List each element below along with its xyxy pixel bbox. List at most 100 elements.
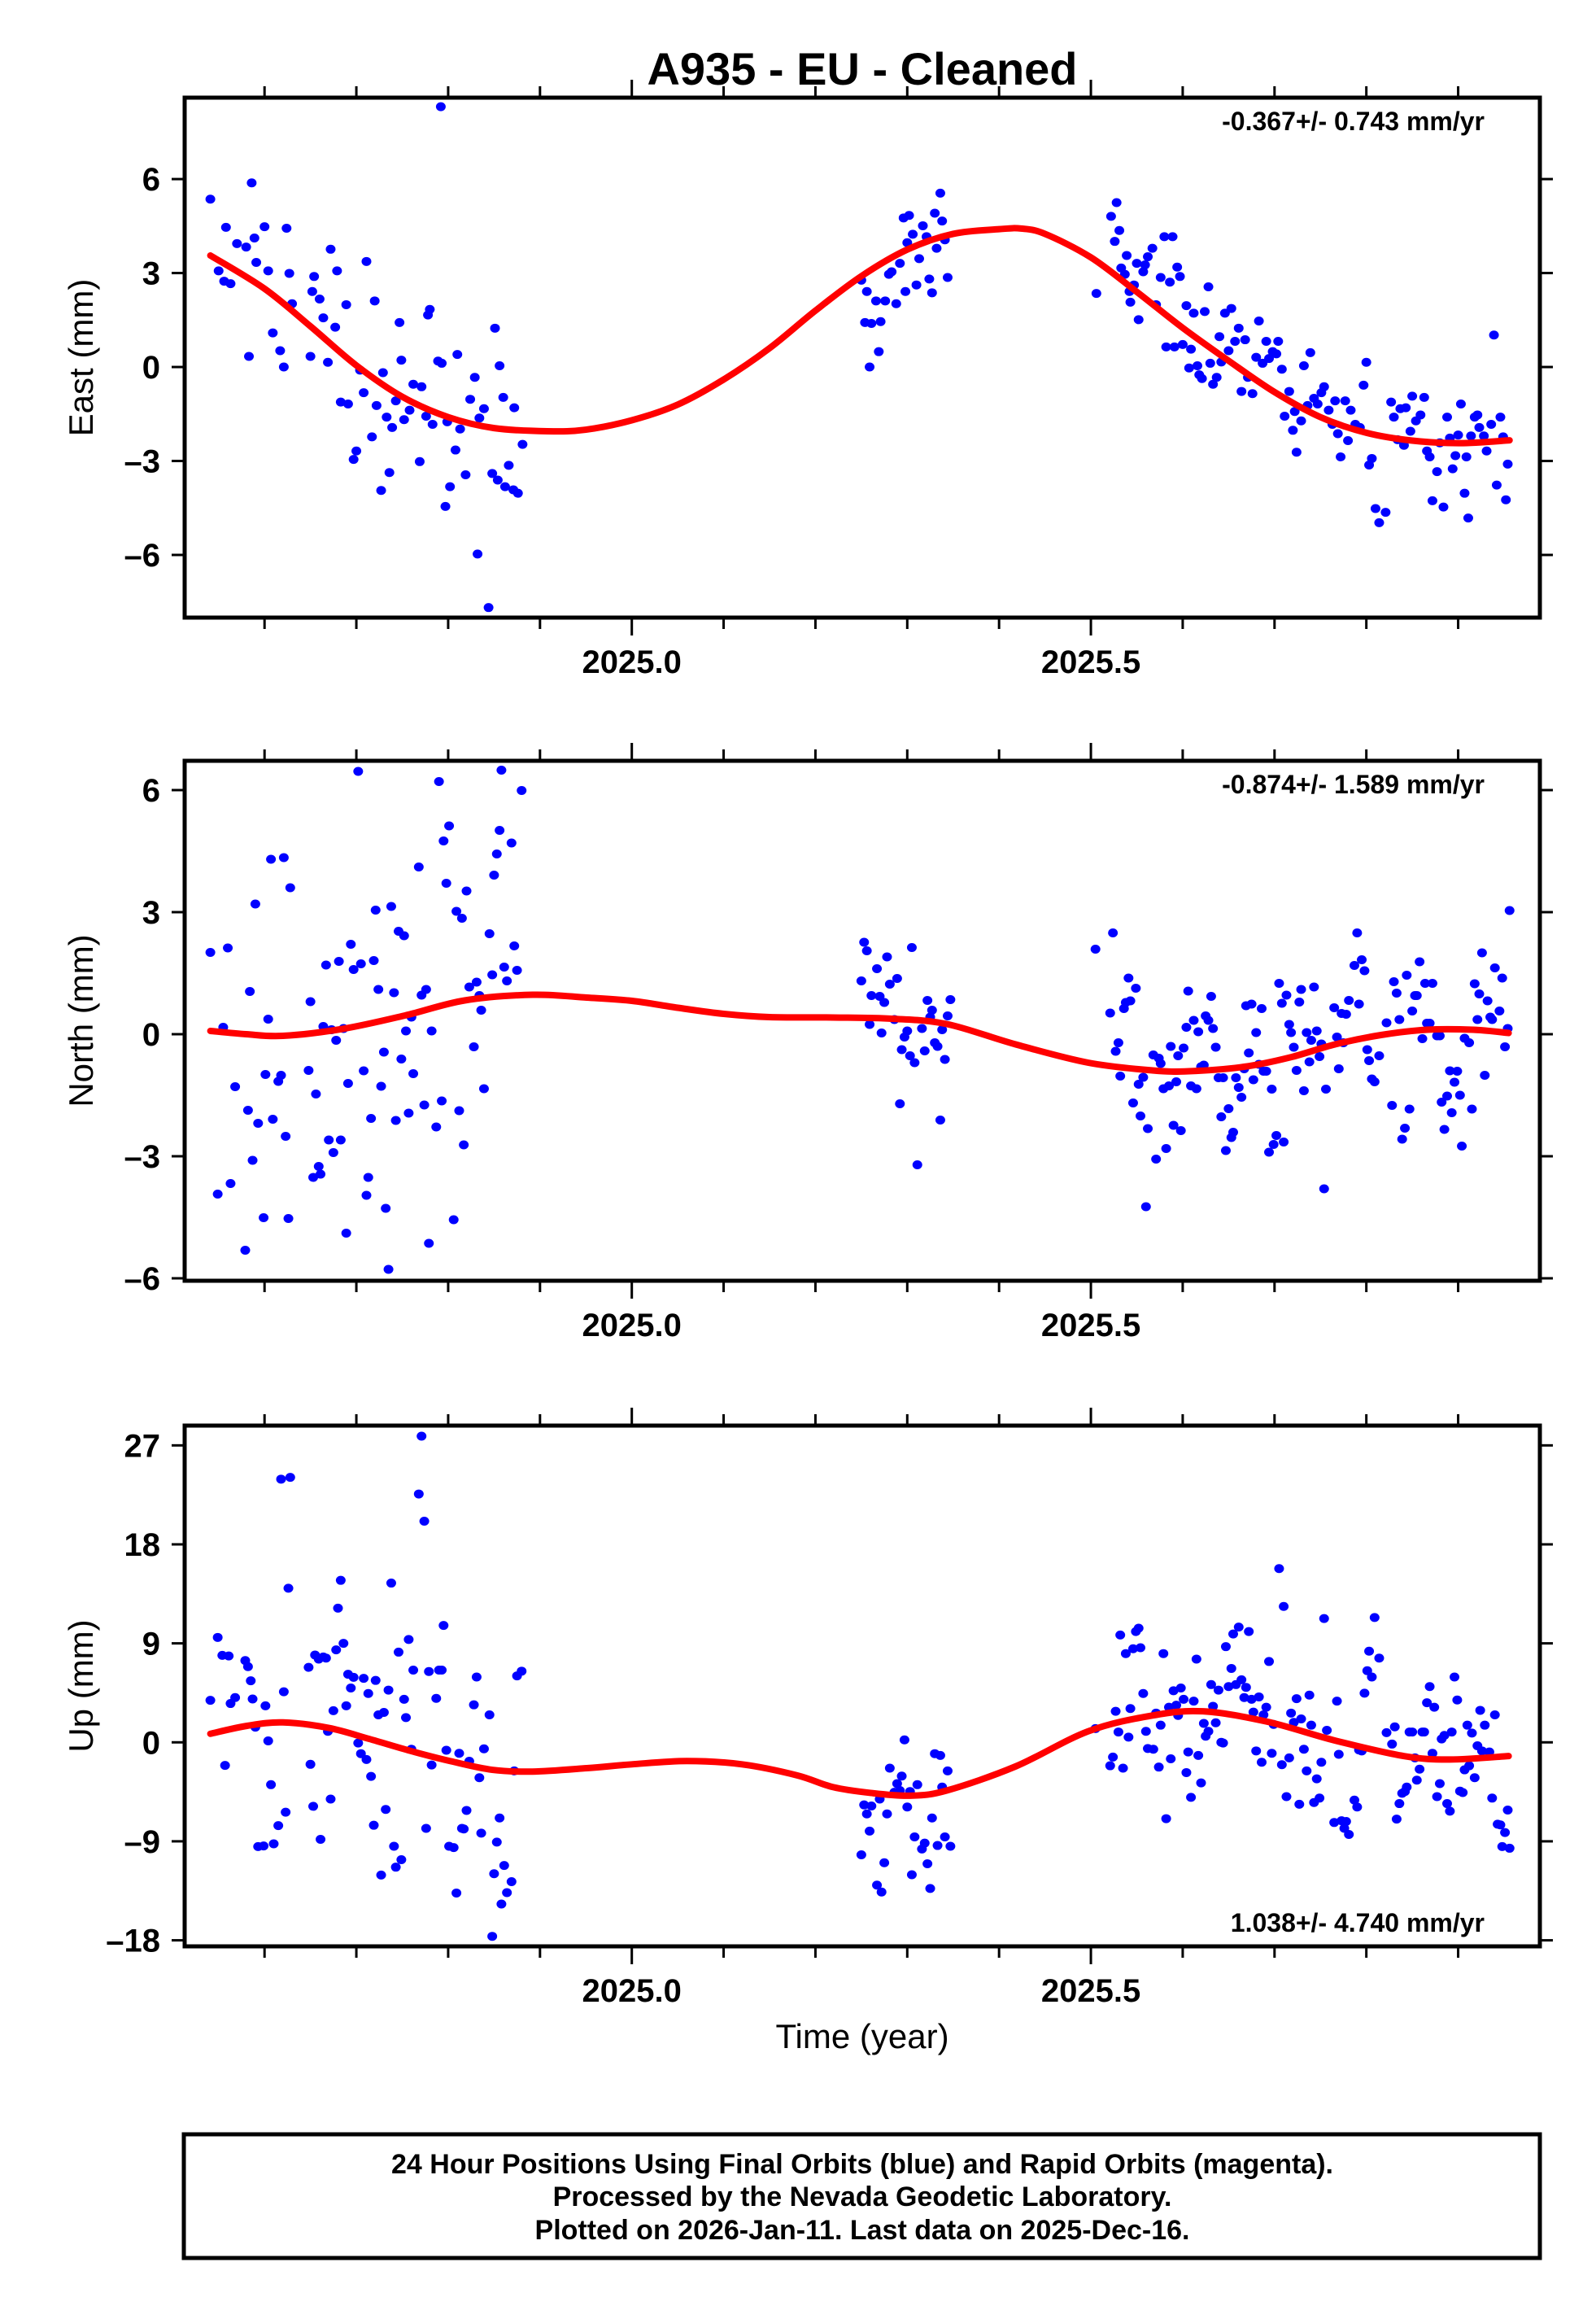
x-tick-label: 2025.5 bbox=[1041, 1308, 1140, 1343]
data-point bbox=[1131, 984, 1141, 993]
data-point bbox=[1256, 1758, 1267, 1767]
data-point bbox=[438, 836, 449, 845]
data-point bbox=[1138, 267, 1149, 277]
data-point bbox=[1330, 396, 1341, 406]
data-point bbox=[1489, 963, 1500, 972]
data-point bbox=[335, 397, 346, 407]
data-point bbox=[1122, 251, 1132, 260]
data-point bbox=[378, 1708, 389, 1718]
data-point bbox=[1386, 397, 1397, 407]
data-point bbox=[452, 350, 463, 360]
data-point bbox=[892, 1779, 902, 1788]
data-point bbox=[1113, 1038, 1123, 1047]
data-point bbox=[1271, 1131, 1282, 1140]
data-point bbox=[1296, 985, 1306, 994]
data-point bbox=[323, 357, 334, 367]
data-point bbox=[281, 1132, 291, 1141]
data-point bbox=[1405, 426, 1415, 436]
data-point bbox=[1244, 1627, 1254, 1636]
data-point bbox=[1230, 336, 1241, 346]
data-point bbox=[384, 468, 395, 478]
data-point bbox=[389, 988, 399, 998]
data-point bbox=[1467, 1728, 1477, 1738]
data-point bbox=[859, 937, 870, 947]
data-point bbox=[487, 469, 498, 478]
data-point bbox=[1411, 991, 1422, 1000]
data-point bbox=[386, 1579, 396, 1588]
data-point bbox=[363, 1173, 373, 1182]
data-point bbox=[1205, 358, 1215, 368]
data-point bbox=[1188, 308, 1199, 318]
data-point bbox=[1091, 289, 1101, 299]
data-point bbox=[1349, 961, 1359, 970]
data-point bbox=[421, 985, 431, 994]
data-point bbox=[1191, 1654, 1201, 1664]
data-point bbox=[1424, 1682, 1435, 1692]
data-point bbox=[341, 299, 351, 309]
data-point bbox=[1208, 1701, 1219, 1711]
data-point bbox=[1475, 1705, 1485, 1715]
data-point bbox=[911, 280, 922, 290]
data-point bbox=[1289, 407, 1300, 417]
data-point bbox=[285, 883, 295, 893]
data-point bbox=[1359, 966, 1370, 976]
data-point bbox=[1352, 1802, 1363, 1812]
data-point bbox=[387, 422, 398, 432]
data-point bbox=[1183, 986, 1193, 996]
data-points bbox=[205, 102, 1513, 613]
data-point bbox=[1316, 1758, 1327, 1767]
data-point bbox=[478, 404, 489, 413]
data-point bbox=[1332, 429, 1343, 439]
rate-label: 1.038+/- 4.740 mm/yr bbox=[1231, 1908, 1485, 1937]
data-point bbox=[1173, 1051, 1184, 1060]
data-point bbox=[935, 1116, 945, 1125]
x-tick-label: 2025.0 bbox=[582, 644, 682, 680]
data-point bbox=[212, 1190, 223, 1199]
data-point bbox=[1391, 989, 1402, 998]
data-point bbox=[281, 1807, 291, 1817]
data-point bbox=[1138, 1688, 1149, 1698]
data-point bbox=[874, 347, 884, 356]
data-point bbox=[348, 1672, 359, 1682]
data-point bbox=[284, 269, 294, 278]
data-point bbox=[908, 229, 918, 239]
data-point bbox=[338, 1639, 349, 1649]
data-point bbox=[1291, 448, 1302, 457]
data-point bbox=[1315, 1052, 1325, 1061]
data-point bbox=[328, 1148, 338, 1157]
data-point bbox=[459, 1824, 469, 1834]
data-point bbox=[331, 1036, 342, 1045]
data-point bbox=[917, 1024, 927, 1033]
data-point bbox=[416, 1431, 427, 1441]
data-point bbox=[460, 469, 471, 479]
data-point bbox=[251, 257, 262, 267]
data-point bbox=[396, 1055, 407, 1063]
data-point bbox=[909, 1058, 920, 1068]
data-point bbox=[1457, 1142, 1467, 1151]
data-point bbox=[1271, 349, 1282, 359]
data-point bbox=[1306, 1036, 1316, 1045]
data-point bbox=[940, 1832, 950, 1842]
data-point bbox=[437, 1096, 447, 1106]
data-point bbox=[1332, 1697, 1342, 1706]
data-point bbox=[478, 1084, 489, 1094]
data-point bbox=[461, 886, 472, 896]
data-point bbox=[353, 1738, 364, 1748]
data-point bbox=[408, 1069, 419, 1078]
data-point bbox=[1184, 363, 1194, 373]
data-point bbox=[1279, 1138, 1289, 1146]
y-tick-label: –6 bbox=[124, 538, 161, 574]
data-point bbox=[1280, 411, 1290, 421]
data-point bbox=[455, 424, 465, 434]
data-point bbox=[1472, 410, 1483, 420]
data-point bbox=[884, 1763, 895, 1773]
data-point bbox=[1179, 1043, 1189, 1053]
data-point bbox=[1357, 955, 1367, 964]
data-point bbox=[942, 1011, 953, 1020]
data-point bbox=[1247, 389, 1258, 399]
data-point bbox=[1367, 453, 1377, 463]
data-point bbox=[1476, 948, 1487, 958]
data-point bbox=[459, 1140, 469, 1150]
data-point bbox=[361, 256, 372, 266]
data-point bbox=[1125, 996, 1136, 1006]
